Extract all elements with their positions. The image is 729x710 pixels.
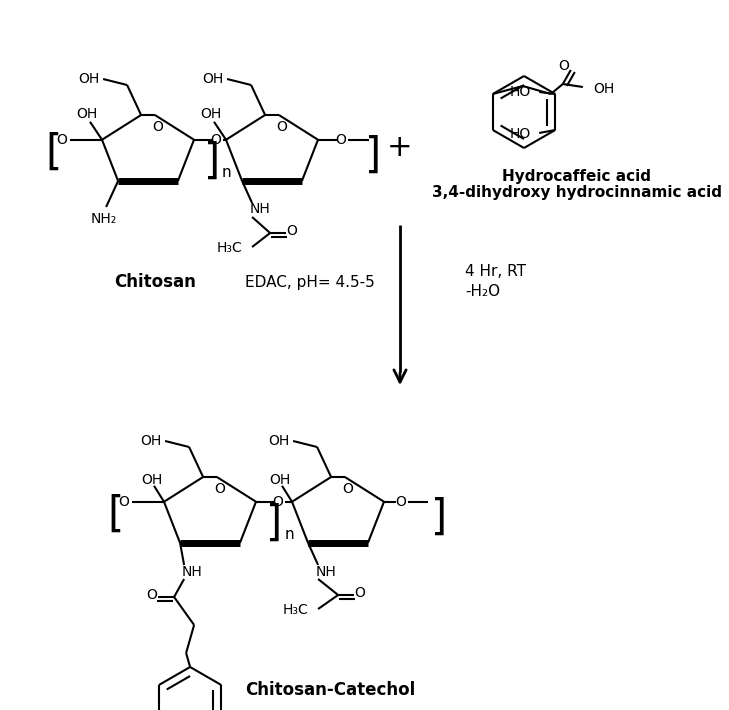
Text: OH: OH xyxy=(268,434,289,448)
Text: -H₂O: -H₂O xyxy=(465,285,500,300)
Text: NH: NH xyxy=(250,202,270,216)
Text: ]: ] xyxy=(204,141,220,182)
Text: OH: OH xyxy=(141,473,163,487)
Text: O: O xyxy=(214,482,225,496)
Text: O: O xyxy=(118,495,129,509)
Text: OH: OH xyxy=(79,72,100,86)
Text: EDAC, pH= 4.5-5: EDAC, pH= 4.5-5 xyxy=(245,275,375,290)
Text: 3,4-dihydroxy hydrocinnamic acid: 3,4-dihydroxy hydrocinnamic acid xyxy=(432,185,722,200)
Text: NH: NH xyxy=(182,565,203,579)
Text: H₃C: H₃C xyxy=(217,241,242,255)
Text: n: n xyxy=(285,528,295,542)
Text: Chitosan: Chitosan xyxy=(114,273,196,291)
Text: O: O xyxy=(276,120,287,134)
Text: H₃C: H₃C xyxy=(282,603,308,617)
Text: OH: OH xyxy=(141,434,162,448)
Text: O: O xyxy=(335,133,346,147)
Text: O: O xyxy=(147,588,157,602)
Text: Chitosan-Catechol: Chitosan-Catechol xyxy=(245,681,415,699)
Text: 4 Hr, RT: 4 Hr, RT xyxy=(465,265,526,280)
Text: OH: OH xyxy=(200,106,222,121)
Text: OH: OH xyxy=(77,106,98,121)
Text: NH: NH xyxy=(316,565,337,579)
Text: O: O xyxy=(286,224,297,238)
Text: O: O xyxy=(396,495,407,509)
Text: +: + xyxy=(387,133,413,163)
Text: O: O xyxy=(343,482,354,496)
Text: ]: ] xyxy=(266,503,282,545)
Text: n: n xyxy=(222,165,232,180)
Text: O: O xyxy=(56,133,67,147)
Text: OH: OH xyxy=(203,72,224,86)
Text: HO: HO xyxy=(510,127,531,141)
Text: ]: ] xyxy=(365,135,381,177)
Text: HO: HO xyxy=(510,85,531,99)
Text: OH: OH xyxy=(593,82,614,96)
Text: O: O xyxy=(273,495,284,509)
Text: OH: OH xyxy=(270,473,291,487)
Text: ]: ] xyxy=(431,497,447,539)
Text: NH₂: NH₂ xyxy=(91,212,117,226)
Text: O: O xyxy=(211,133,222,147)
Text: O: O xyxy=(558,59,569,73)
Text: Hydrocaffeic acid: Hydrocaffeic acid xyxy=(502,168,652,183)
Text: O: O xyxy=(152,120,163,134)
Text: O: O xyxy=(355,586,365,600)
Text: [: [ xyxy=(108,494,124,536)
Text: [: [ xyxy=(46,132,62,174)
